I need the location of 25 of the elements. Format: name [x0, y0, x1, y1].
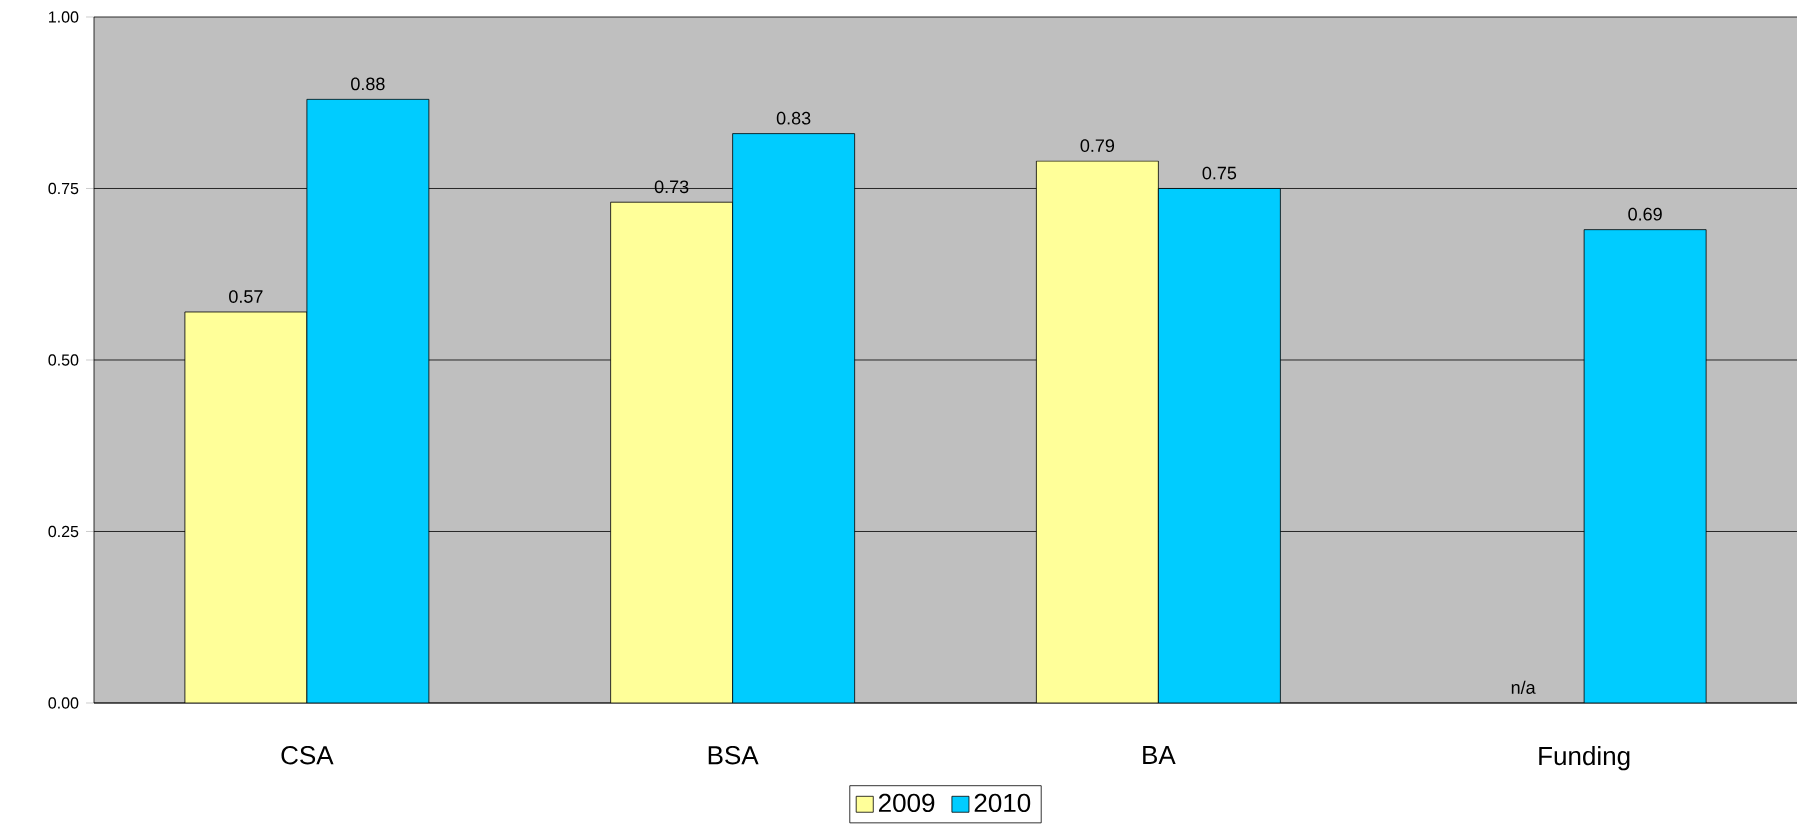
y-tick-label: 0.75	[48, 182, 79, 195]
data-label: 0.88	[351, 77, 385, 91]
bar	[732, 133, 856, 703]
data-label: 0.57	[229, 290, 263, 303]
bar	[184, 311, 308, 703]
x-tick-label: CSA	[281, 746, 334, 765]
legend-label: 2009	[878, 793, 935, 813]
bar	[1157, 188, 1281, 703]
text: n/a	[1511, 680, 1536, 694]
y-tick-label: 0.25	[48, 525, 79, 538]
bar	[1035, 160, 1159, 703]
x-tick-label: BSA	[708, 746, 759, 765]
data-label: 0.75	[1202, 166, 1237, 180]
bar	[1583, 229, 1707, 703]
legend-label: 2010	[974, 793, 1031, 813]
y-tick-label: 0.00	[48, 697, 79, 709]
bar	[610, 201, 734, 703]
x-tick-label: Funding	[1539, 746, 1630, 771]
y-tick-label: 0.50	[48, 354, 79, 366]
data-label: 0.79	[1080, 139, 1115, 152]
bar	[306, 98, 430, 703]
data-label: 0.69	[1628, 207, 1662, 221]
data-label: 0.83	[776, 111, 811, 125]
y-tick-label: 1.00	[49, 11, 79, 23]
x-tick-label: BA	[1143, 746, 1176, 764]
